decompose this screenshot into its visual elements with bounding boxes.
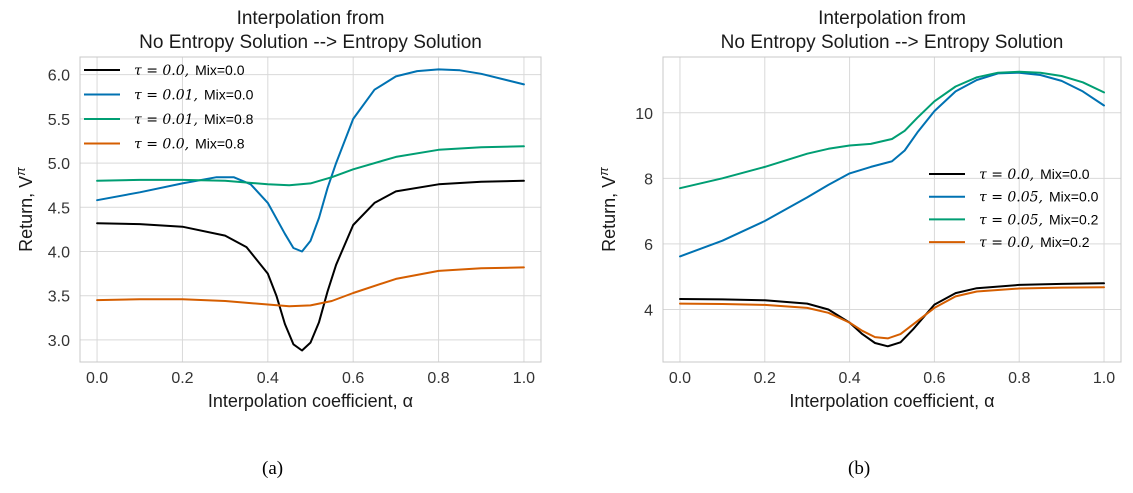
- x-tick-label: 0.4: [257, 370, 279, 387]
- caption-b: (b): [848, 458, 871, 479]
- legend-mix: Mix=0.8: [204, 111, 254, 127]
- series-line: [679, 71, 1105, 258]
- y-axis-label: Return, Vπ: [596, 167, 619, 252]
- chart-title: No Entropy Solution --> Entropy Solution: [721, 32, 1064, 53]
- legend-mix: Mix=0.0: [1040, 166, 1090, 182]
- x-tick-label: 0.2: [171, 370, 193, 387]
- y-tick-label: 10: [635, 106, 653, 123]
- y-tick-label: 4.0: [48, 244, 70, 261]
- y-axis-label: Return, Vπ: [13, 167, 36, 252]
- chart-panel-b: 0.0 0.2 0.4 0.6 0.8 1.0 4 6 8 10 τ = 0.0, Mix=0.0 τ …: [566, 0, 1133, 420]
- y-tick-label: 3.5: [48, 289, 70, 306]
- x-tick-label: 0.8: [427, 370, 449, 387]
- x-tick-label: 1.0: [1093, 370, 1115, 387]
- legend-tau: τ = 0.05,: [979, 212, 1043, 228]
- legend-mix: Mix=0.8: [195, 136, 245, 152]
- x-tick-label: 0.0: [86, 370, 108, 387]
- x-tick-label: 1.0: [513, 370, 535, 387]
- chart-panel-a: 0.0 0.2 0.4 0.6 0.8 1.0 3.0 3.5 4.0 4.5 5.0 5.5 6.0 τ…: [0, 0, 566, 420]
- legend-label: τ = 0.0, Mix=0.2: [979, 234, 1090, 251]
- y-axis-label-sup: π: [596, 167, 611, 176]
- legend-label: τ = 0.0, Mix=0.8: [134, 136, 245, 153]
- y-tick-label: 4: [644, 303, 653, 320]
- series-line: [96, 179, 525, 352]
- legend-tau: τ = 0.0,: [134, 63, 189, 79]
- y-axis-label-main: Return, V: [599, 176, 619, 252]
- legend-tau: τ = 0.0,: [134, 137, 189, 153]
- x-tick-label: 0.4: [838, 370, 860, 387]
- legend-mix: Mix=0.0: [204, 87, 254, 103]
- series-line: [679, 286, 1105, 340]
- legend-label: τ = 0.05, Mix=0.0: [979, 189, 1099, 206]
- series-line: [679, 282, 1105, 348]
- x-tick-label: 0.0: [669, 370, 691, 387]
- legend-tau: τ = 0.01,: [134, 112, 198, 128]
- legend-mix: Mix=0.0: [195, 62, 245, 78]
- legend-tau: τ = 0.0,: [979, 167, 1034, 183]
- x-axis-label: Interpolation coefficient, α: [789, 391, 994, 411]
- y-tick-label: 5.0: [48, 156, 70, 173]
- y-tick-label: 6.0: [48, 68, 70, 85]
- x-tick-label: 0.2: [754, 370, 776, 387]
- series-line: [96, 145, 525, 187]
- plot-frame: [662, 56, 1122, 363]
- x-tick-label: 0.6: [342, 370, 364, 387]
- legend-tau: τ = 0.01,: [134, 88, 198, 104]
- chart-title: Interpolation from: [818, 8, 966, 29]
- y-tick-label: 6: [644, 237, 653, 254]
- legend-tau: τ = 0.0,: [979, 235, 1034, 251]
- y-tick-label: 5.5: [48, 112, 70, 129]
- legend-tau: τ = 0.05,: [979, 190, 1043, 206]
- chart-title: Interpolation from: [237, 8, 385, 29]
- chart-a-svg: 0.0 0.2 0.4 0.6 0.8 1.0 3.0 3.5 4.0 4.5 5.0 5.5 6.0 τ…: [13, 8, 542, 411]
- legend-mix: Mix=0.2: [1040, 234, 1090, 250]
- legend-mix: Mix=0.2: [1049, 211, 1099, 227]
- caption-a: (a): [262, 458, 284, 479]
- legend-label: τ = 0.05, Mix=0.2: [979, 211, 1099, 228]
- plot-frame: [79, 56, 542, 363]
- x-tick-label: 0.6: [923, 370, 945, 387]
- y-axis-label-sup: π: [13, 167, 28, 176]
- x-tick-label: 0.8: [1008, 370, 1030, 387]
- y-tick-label: 8: [644, 171, 653, 188]
- plot-area: [80, 57, 541, 362]
- plot-area: [663, 57, 1121, 362]
- series-line: [679, 70, 1105, 190]
- x-axis-label: Interpolation coefficient, α: [208, 391, 413, 411]
- series-line: [96, 68, 525, 253]
- legend-label: τ = 0.01, Mix=0.8: [134, 111, 254, 128]
- y-tick-label: 4.5: [48, 200, 70, 217]
- y-tick-label: 3.0: [48, 333, 70, 350]
- series-line: [96, 266, 525, 308]
- chart-title: No Entropy Solution --> Entropy Solution: [139, 32, 482, 53]
- y-axis-label-main: Return, V: [16, 176, 36, 252]
- legend-label: τ = 0.01, Mix=0.0: [134, 87, 254, 104]
- legend-label: τ = 0.0, Mix=0.0: [979, 166, 1090, 183]
- legend-label: τ = 0.0, Mix=0.0: [134, 62, 245, 79]
- legend-mix: Mix=0.0: [1049, 189, 1099, 205]
